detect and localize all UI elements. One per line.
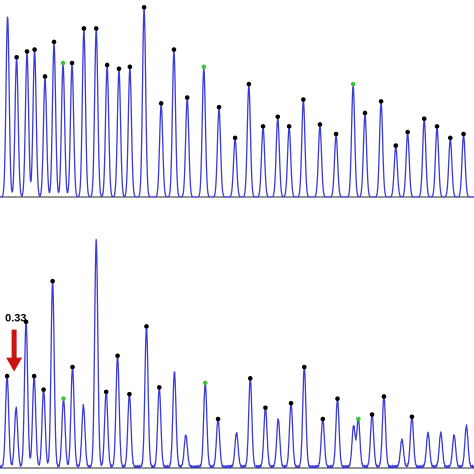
peak-marker <box>275 114 281 120</box>
peak-marker <box>24 49 30 54</box>
peak-marker <box>263 405 268 411</box>
red-arrow-icon <box>6 357 23 372</box>
peak-marker <box>393 143 399 148</box>
peak-marker <box>158 101 164 106</box>
top-chromatogram-panel <box>0 5 474 198</box>
peak-marker <box>288 400 294 406</box>
peak-marker <box>260 124 266 129</box>
chromatogram-trace <box>0 8 474 198</box>
highlighted-peak-marker <box>202 380 208 386</box>
peak-marker <box>104 62 110 68</box>
peak-marker <box>381 394 387 399</box>
peak-marker <box>93 26 99 31</box>
peak-marker <box>405 129 410 135</box>
peak-marker <box>116 66 122 72</box>
peak-marker <box>81 26 87 31</box>
peak-marker <box>127 391 132 397</box>
peak-marker <box>301 97 306 102</box>
peak-marker <box>362 110 368 116</box>
peak-marker <box>232 135 238 141</box>
peak-marker <box>171 47 177 52</box>
peak-marker <box>69 60 75 66</box>
peak-marker <box>378 99 384 104</box>
peak-marker <box>31 373 37 379</box>
highlighted-peak-marker <box>356 416 361 422</box>
peak-marker <box>103 389 109 395</box>
peak-marker <box>335 396 340 402</box>
peak-marker <box>156 385 162 390</box>
peak-marker <box>302 364 307 370</box>
peak-annotation-label: 0.33 <box>5 313 26 325</box>
peak-marker <box>115 353 120 359</box>
highlighted-peak-marker <box>350 81 356 87</box>
peak-marker <box>51 39 57 45</box>
peak-marker <box>215 416 221 422</box>
peak-marker <box>286 124 292 129</box>
highlighted-peak-marker <box>61 396 66 402</box>
peak-marker <box>461 131 466 137</box>
peak-marker <box>42 74 48 79</box>
peak-marker <box>320 416 326 422</box>
bottom-chromatogram-panel: 0.33 <box>0 238 474 469</box>
peak-marker <box>247 376 253 381</box>
peak-marker <box>14 54 19 60</box>
peak-marker <box>41 387 46 392</box>
peak-marker <box>141 5 147 10</box>
peak-marker <box>409 414 415 420</box>
peak-marker <box>216 104 222 110</box>
peak-marker <box>448 135 453 141</box>
peak-marker <box>4 373 10 379</box>
peak-marker <box>50 278 55 284</box>
peak-marker <box>127 64 133 70</box>
peak-marker <box>23 319 29 325</box>
chromatogram-trace <box>0 238 474 469</box>
peak-marker <box>184 95 190 100</box>
arrow-shaft <box>11 329 17 360</box>
highlighted-peak-marker <box>201 64 207 70</box>
peak-marker <box>333 131 339 137</box>
peak-marker <box>32 47 37 52</box>
peak-marker <box>70 364 75 370</box>
peak-marker <box>144 324 149 329</box>
peak-marker <box>246 81 252 87</box>
peak-marker <box>317 122 323 127</box>
peak-marker <box>369 412 375 417</box>
peak-marker <box>434 124 440 129</box>
peak-marker <box>421 116 427 121</box>
highlighted-peak-marker <box>60 60 66 66</box>
